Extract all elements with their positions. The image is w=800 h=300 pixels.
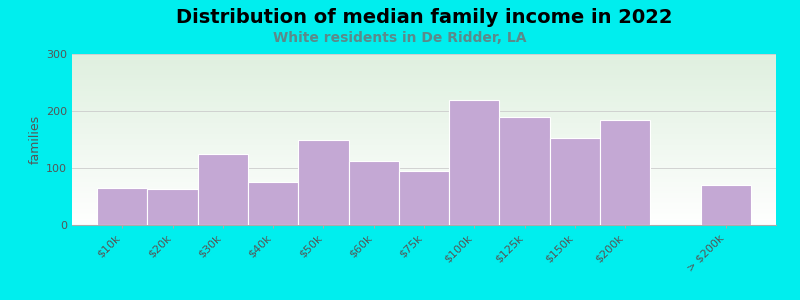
Bar (600, 119, 650, 225)
Bar (349, 161, 399, 225)
Bar (147, 189, 198, 225)
Bar (198, 154, 248, 225)
Bar (449, 100, 499, 225)
Bar (550, 138, 600, 225)
Bar (499, 117, 550, 225)
Bar (97, 188, 147, 225)
Bar (399, 171, 449, 225)
Bar (248, 182, 298, 225)
Title: Distribution of median family income in 2022: Distribution of median family income in … (176, 8, 672, 27)
Bar (701, 185, 751, 225)
Y-axis label: families: families (29, 115, 42, 164)
Bar (298, 140, 349, 225)
Text: White residents in De Ridder, LA: White residents in De Ridder, LA (274, 32, 526, 46)
